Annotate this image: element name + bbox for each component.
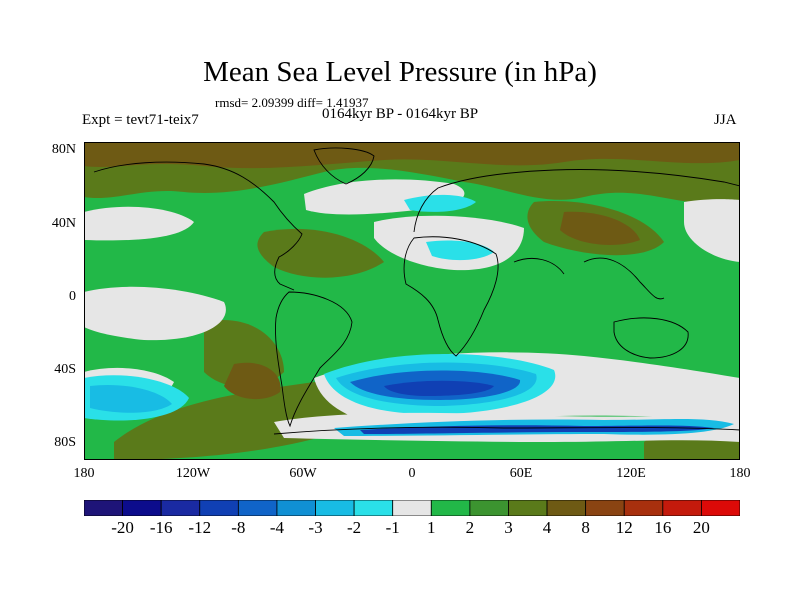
colorbar-tick-label: 3 [504, 518, 513, 537]
north-america-coast [93, 161, 303, 291]
colorbar-tick-label: 4 [542, 518, 552, 537]
colorbar-tick-label: -12 [188, 518, 212, 537]
strong-positive-regions [84, 142, 740, 400]
colorbar-tick-label: -4 [269, 518, 285, 537]
lon-label-120e: 120E [616, 466, 646, 481]
colorbar-box [122, 500, 162, 516]
lat-label-80s: 80S [54, 435, 76, 450]
colorbar-box [237, 500, 278, 516]
colorbar-tick-label: -20 [111, 518, 134, 537]
colorbar-box [546, 500, 587, 516]
colorbar-tick-label: -16 [149, 518, 173, 537]
pressure-difference-map [84, 142, 740, 460]
rmsd-diff-stats: rmsd= 2.09399 diff= 1.41937 [215, 95, 369, 110]
south-america-coast [275, 291, 353, 428]
coastlines [93, 147, 740, 435]
negative-anomaly-regions [84, 194, 740, 442]
colorbar-tick-label: 12 [615, 518, 633, 537]
colorbar-box [315, 500, 355, 516]
colorbar-tick-label: 2 [465, 518, 475, 537]
lat-label-40s: 40S [54, 362, 76, 377]
colorbar-box [392, 500, 432, 516]
lon-label-180e: 180 [729, 466, 751, 481]
season-label: JJA [714, 112, 737, 128]
plot-title: Mean Sea Level Pressure (in hPa) [203, 56, 597, 88]
colorbar-box [276, 500, 316, 516]
lat-label-0: 0 [69, 289, 76, 304]
greenland-coast [313, 147, 375, 185]
lon-label-60e: 60E [509, 466, 533, 481]
lon-label-60w: 60W [289, 466, 317, 481]
colorbar-tick-label: 20 [692, 518, 710, 537]
colorbar [84, 500, 740, 516]
experiment-label: Expt = tevt71-teix7 [82, 112, 199, 128]
eurasia-coast [413, 169, 740, 300]
colorbar-box [585, 500, 625, 516]
map-frame [84, 142, 740, 460]
colorbar-box [623, 500, 664, 516]
lon-label-120w: 120W [175, 466, 211, 481]
colorbar-box [84, 500, 123, 516]
colorbar-tick-label: -8 [231, 518, 246, 537]
colorbar-tick-label: 16 [654, 518, 672, 537]
colorbar-box [508, 500, 548, 516]
colorbar-box [469, 500, 509, 516]
colorbar-box [701, 500, 740, 516]
colorbar-box [199, 500, 239, 516]
lat-label-80n: 80N [51, 142, 76, 157]
colorbar-tick-label: 1 [427, 518, 436, 537]
colorbar-box [353, 500, 394, 516]
australia-coast [613, 317, 689, 359]
colorbar-tick-label: -2 [347, 518, 362, 537]
colorbar-tick-label: -1 [385, 518, 400, 537]
colorbar-box [430, 500, 471, 516]
antarctica-coast [273, 426, 740, 435]
colorbar-tick-label: 8 [581, 518, 590, 537]
colorbar-box [160, 500, 201, 516]
colorbar-tick-label: -3 [308, 518, 323, 537]
lat-label-40n: 40N [51, 216, 76, 231]
period-label: 0164kyr BP - 0164kyr BP [322, 106, 479, 122]
colorbar-box [662, 500, 702, 516]
lon-label-0: 0 [408, 466, 416, 481]
lon-label-180w: 180 [73, 466, 95, 481]
africa-coast [403, 236, 499, 357]
